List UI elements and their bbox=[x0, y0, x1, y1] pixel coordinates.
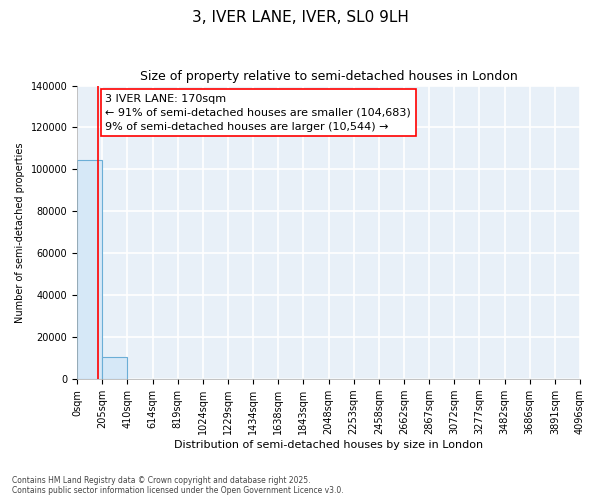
Text: 3, IVER LANE, IVER, SL0 9LH: 3, IVER LANE, IVER, SL0 9LH bbox=[191, 10, 409, 25]
Text: 3 IVER LANE: 170sqm
← 91% of semi-detached houses are smaller (104,683)
9% of se: 3 IVER LANE: 170sqm ← 91% of semi-detach… bbox=[106, 94, 411, 132]
X-axis label: Distribution of semi-detached houses by size in London: Distribution of semi-detached houses by … bbox=[174, 440, 483, 450]
Title: Size of property relative to semi-detached houses in London: Size of property relative to semi-detach… bbox=[140, 70, 517, 83]
Text: Contains HM Land Registry data © Crown copyright and database right 2025.
Contai: Contains HM Land Registry data © Crown c… bbox=[12, 476, 344, 495]
Bar bbox=[77, 160, 103, 379]
Bar bbox=[103, 357, 127, 379]
Y-axis label: Number of semi-detached properties: Number of semi-detached properties bbox=[15, 142, 25, 322]
